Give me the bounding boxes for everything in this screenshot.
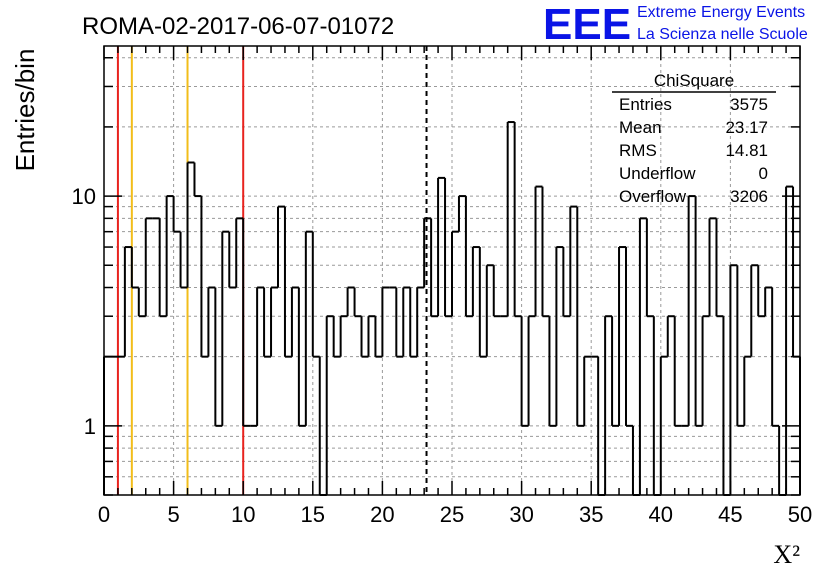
x-tick-label: 50 <box>788 502 812 527</box>
stats-row: RMS 14.81 <box>619 141 768 160</box>
stats-row: Overflow 3206 <box>619 187 768 206</box>
x-tick-label: 35 <box>579 502 603 527</box>
eee-logo: EEE Extreme Energy Events La Scienza nel… <box>543 0 808 49</box>
stats-row: Underflow 0 <box>619 164 768 183</box>
stats-label: RMS <box>619 141 657 160</box>
y-axis-label: Entries/bin <box>10 49 40 172</box>
stats-label: Overflow <box>619 187 687 206</box>
histogram-layer <box>103 121 801 496</box>
x-tick-label: 45 <box>718 502 742 527</box>
logo-line-2: La Scienza nelle Scuole <box>637 26 808 43</box>
stats-title: ChiSquare <box>654 71 734 90</box>
x-tick-label: 30 <box>509 502 533 527</box>
x-axis-label: X² <box>773 540 800 569</box>
x-tick-label: 0 <box>98 502 110 527</box>
stats-row: Entries 3575 <box>619 95 768 114</box>
logo-mark: EEE <box>543 0 631 49</box>
x-tick-label: 15 <box>301 502 325 527</box>
stats-label: Underflow <box>619 164 696 183</box>
x-tick-label: 25 <box>440 502 464 527</box>
reference-lines <box>116 46 428 495</box>
stats-value: 23.17 <box>725 118 768 137</box>
y-tick-label: 10 <box>72 184 96 209</box>
logo-line-1: Extreme Energy Events <box>637 4 805 21</box>
x-tick-label: 20 <box>370 502 394 527</box>
stats-box: ChiSquare Entries 3575 Mean 23.17 RMS 14… <box>612 71 776 206</box>
stats-value: 0 <box>759 164 768 183</box>
chart-title: ROMA-02-2017-06-07-01072 <box>82 13 394 40</box>
y-tick-label: 1 <box>84 414 96 439</box>
x-tick-label: 5 <box>167 502 179 527</box>
stats-value: 14.81 <box>725 141 768 160</box>
stats-label: Mean <box>619 118 662 137</box>
stats-label: Entries <box>619 95 672 114</box>
axis-ticks: 0 5 10 15 20 25 30 35 40 45 50 1 10 <box>72 46 812 527</box>
stats-value: 3575 <box>730 95 768 114</box>
x-tick-label: 40 <box>649 502 673 527</box>
stats-value: 3206 <box>730 187 768 206</box>
stats-row: Mean 23.17 <box>619 118 768 137</box>
x-tick-label: 10 <box>231 502 255 527</box>
